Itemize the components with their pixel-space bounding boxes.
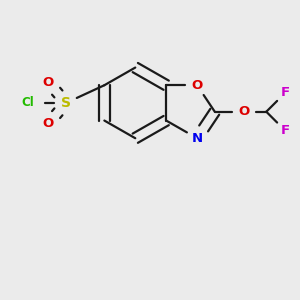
Text: O: O (43, 76, 54, 89)
Text: F: F (281, 124, 290, 137)
Text: O: O (238, 105, 250, 118)
Text: O: O (191, 79, 203, 92)
Text: F: F (281, 86, 290, 99)
Text: N: N (191, 132, 203, 145)
Text: O: O (43, 117, 54, 130)
Text: S: S (61, 96, 71, 110)
Text: Cl: Cl (21, 96, 34, 110)
